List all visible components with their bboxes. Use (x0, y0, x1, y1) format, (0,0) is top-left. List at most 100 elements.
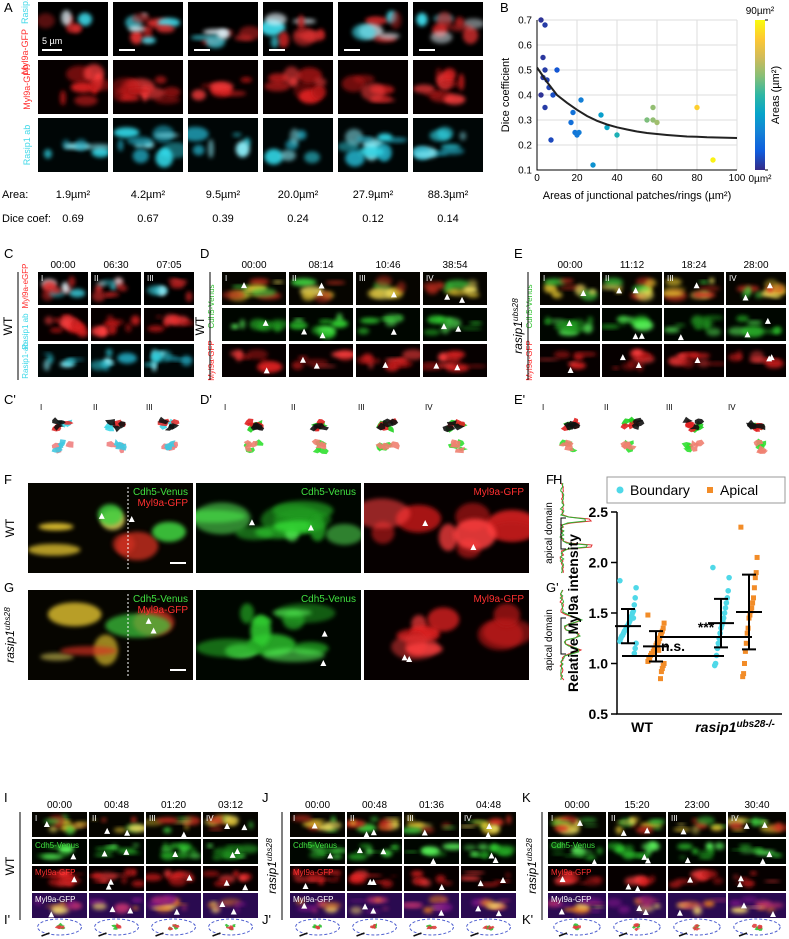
signal (91, 872, 102, 880)
channel-label: Rasip1-ab (21, 342, 30, 379)
signal (113, 127, 140, 138)
micrograph (423, 272, 487, 305)
signal (749, 905, 764, 909)
signal (347, 853, 368, 861)
micrograph (203, 839, 258, 864)
signal (251, 288, 277, 297)
channel-name: Cdh5-Venus (207, 284, 216, 328)
micrograph (144, 308, 194, 341)
signal (92, 902, 107, 910)
micrograph (203, 866, 258, 891)
segmentation (224, 923, 230, 929)
segmentation (450, 439, 457, 447)
channel-name: Myl9a-GFP (207, 340, 216, 380)
category: WT (631, 719, 653, 735)
timepoint-numeral: I (293, 814, 295, 823)
micrograph (608, 812, 666, 837)
signal (289, 321, 306, 330)
signal (156, 25, 175, 33)
arrowhead (438, 909, 445, 916)
signal (147, 325, 165, 333)
panel-label: G (4, 580, 14, 595)
segmentation (372, 923, 377, 928)
signal (278, 31, 290, 48)
channel-label: Myl9a-GFP (22, 64, 32, 110)
signal (269, 319, 286, 329)
genotype-label: rasip1ubs28 (524, 838, 539, 894)
signal (222, 290, 246, 300)
arrowhead (641, 853, 648, 860)
timepoint-numeral: II (604, 403, 608, 412)
arrowhead (430, 858, 437, 864)
y-tick-label: 0.3 (518, 116, 532, 127)
segmentation (382, 418, 394, 428)
signal (238, 26, 258, 41)
micrograph (290, 812, 345, 837)
micrograph (91, 272, 141, 305)
signal (171, 314, 180, 326)
data-point (630, 615, 637, 621)
arrowhead (455, 325, 462, 332)
signal (59, 876, 82, 885)
genotype-label: WT (193, 316, 207, 335)
signal (302, 821, 323, 828)
micrograph (32, 866, 87, 891)
signal (212, 855, 222, 860)
signal (420, 879, 432, 887)
sd-whisker (621, 607, 635, 645)
channel-label: Myl9a-GFP (473, 487, 524, 498)
y-axis-label: Relative Myl9a intensity (565, 534, 581, 692)
arrowhead (495, 910, 502, 917)
micrograph (413, 60, 483, 114)
signal (283, 66, 300, 85)
signal (477, 844, 489, 851)
signal (635, 289, 654, 301)
image-background (222, 344, 286, 377)
x-tick-label: rasip1ubs28-/- (695, 719, 775, 735)
data-point (656, 647, 662, 653)
channel-name: Myl9a-GFP (22, 64, 32, 110)
signal (272, 609, 312, 617)
data-point (644, 117, 650, 123)
segmentation (232, 924, 236, 928)
signal (106, 315, 114, 321)
segmentation (65, 441, 74, 448)
dice-value: 0.24 (287, 213, 308, 225)
image-background (404, 866, 459, 891)
micrograph (548, 812, 606, 837)
panel-label: J (262, 790, 269, 805)
genotype-superscript: ubs28 (510, 298, 520, 321)
signal (292, 869, 301, 877)
signal (420, 846, 440, 856)
segmentation (682, 416, 693, 423)
signal (575, 903, 591, 910)
migration-arrow (738, 932, 748, 937)
channel-name: Myl9a-eGFP (21, 264, 30, 309)
migration-arrow (299, 932, 308, 937)
arrowhead (172, 851, 179, 858)
micrograph (356, 272, 420, 305)
data-point (710, 564, 716, 571)
signal (488, 824, 500, 832)
signal (61, 282, 70, 294)
signal (168, 877, 187, 887)
arrowhead (150, 627, 157, 634)
segmentation (431, 925, 438, 930)
signal (153, 286, 168, 295)
signal (72, 323, 85, 332)
data-point (631, 650, 638, 657)
signal (360, 82, 386, 101)
signal (479, 882, 498, 887)
signal (112, 533, 135, 554)
micrograph (356, 344, 420, 377)
signal (435, 874, 446, 884)
time-label: 23:00 (684, 800, 709, 811)
micrograph (347, 893, 402, 918)
signal (117, 352, 137, 364)
signal (551, 286, 558, 297)
y-axis-label: Dice coefficient (500, 58, 512, 132)
timepoint-numeral: I (224, 403, 226, 412)
time-label: 00:00 (305, 800, 330, 811)
area-value: 88.3µm² (428, 189, 469, 201)
